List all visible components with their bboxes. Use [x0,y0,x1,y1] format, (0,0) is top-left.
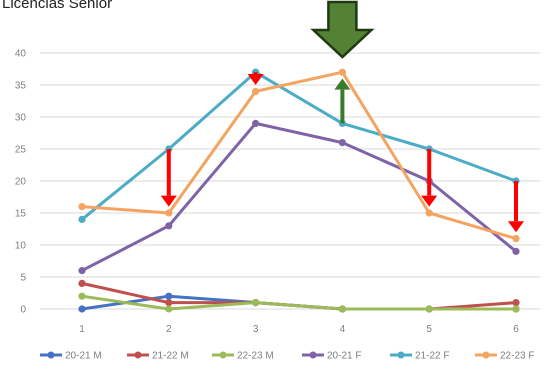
legend-label: 22-23 M [237,351,274,362]
annotations [160,0,524,233]
legend-label: 21-22 F [415,351,449,362]
y-tick-label: 20 [15,177,27,188]
data-point [165,222,173,230]
data-point [425,209,433,217]
legend-label: 22-23 F [500,351,534,362]
data-point [78,279,86,287]
data-point [78,292,86,300]
series-line [80,70,518,241]
legend-marker [134,351,142,359]
chart-title: Licencias Senior [2,0,113,12]
legend-label: 20-21 F [327,351,361,362]
data-point [165,209,173,217]
data-point [338,139,346,147]
data-point [512,305,520,313]
series-line [80,70,518,221]
data-point [512,235,520,243]
y-tick-label: 15 [15,209,27,220]
y-axis-ticks: 0 5 10 15 20 25 30 35 40 [15,49,27,316]
y-tick-label: 35 [15,81,27,92]
data-point [425,305,433,313]
data-point [165,305,173,313]
y-tick-label: 30 [15,113,27,124]
big-arrow-down-icon [310,0,375,59]
series-line [80,121,518,273]
legend-marker [47,351,55,359]
gridlines [40,52,540,310]
annotation-arrow-head [508,221,524,233]
data-point [252,299,260,307]
annotation-arrow-head [421,195,438,207]
y-tick-label: 5 [20,273,26,284]
y-tick-label: 10 [15,241,27,252]
y-tick-label: 0 [20,305,26,316]
data-point [78,215,86,223]
x-tick-label: 4 [340,324,346,335]
x-tick-label: 3 [253,324,259,335]
annotation-arrow-head [160,195,177,207]
data-point [338,68,346,76]
x-tick-label: 5 [426,324,432,335]
data-point [512,247,520,255]
legend-marker [397,351,405,359]
series-lines [78,68,520,313]
data-point [165,299,173,307]
data-point [165,292,173,300]
legend-label: 21-22 M [152,351,189,362]
series-line [80,294,518,311]
data-point [252,87,260,95]
data-point [252,119,260,127]
data-point [338,305,346,313]
x-tick-label: 1 [79,324,85,335]
annotation-arrow-head [334,78,351,90]
y-tick-label: 25 [15,145,27,156]
legend: 20-21 M 21-22 M 22-23 M 20-21 F 21-22 F 22-23… [40,351,534,362]
legend-marker [219,351,227,359]
data-point [512,299,520,307]
data-point [78,267,86,275]
x-tick-label: 2 [166,324,172,335]
data-point [78,305,86,313]
y-tick-label: 40 [15,49,27,60]
x-axis-ticks: 1 2 3 4 5 6 [79,324,519,335]
legend-label: 20-21 M [65,351,102,362]
data-point [78,203,86,211]
legend-marker [309,351,317,359]
x-tick-label: 6 [513,324,519,335]
annotation-arrow-head [247,74,264,85]
legend-marker [482,351,490,359]
